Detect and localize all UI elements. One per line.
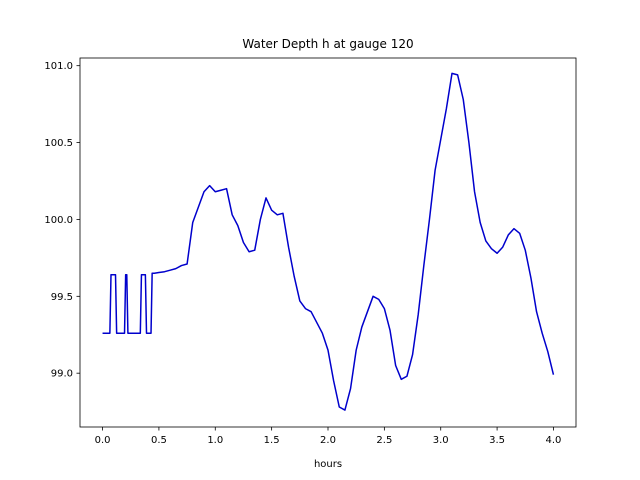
x-tick-label: 0.5 [151,435,167,446]
x-tick-label: 2.5 [376,435,392,446]
chart-title: Water Depth h at gauge 120 [242,37,413,51]
y-tick-label: 100.5 [44,138,73,149]
x-tick-label: 3.0 [433,435,449,446]
x-axis: 0.0 0.5 1.0 1.5 2.0 2.5 3.0 3.5 4.0 [95,427,562,446]
x-axis-label: hours [314,459,342,470]
x-tick-label: 1.5 [264,435,280,446]
y-tick-label: 99.0 [51,369,73,380]
y-tick-label: 99.5 [51,292,73,303]
y-tick-label: 100.0 [44,215,73,226]
y-axis: 99.0 99.5 100.0 100.5 101.0 [44,61,80,380]
x-tick-label: 2.0 [320,435,336,446]
plot-frame [79,57,577,428]
series-line-1 [102,72,555,411]
y-tick-label: 101.0 [44,61,73,72]
x-tick-label: 0.0 [95,435,111,446]
x-tick-label: 3.5 [489,435,505,446]
plot-area [79,57,577,428]
x-tick-label: 4.0 [546,435,562,446]
x-tick-label: 1.0 [207,435,223,446]
